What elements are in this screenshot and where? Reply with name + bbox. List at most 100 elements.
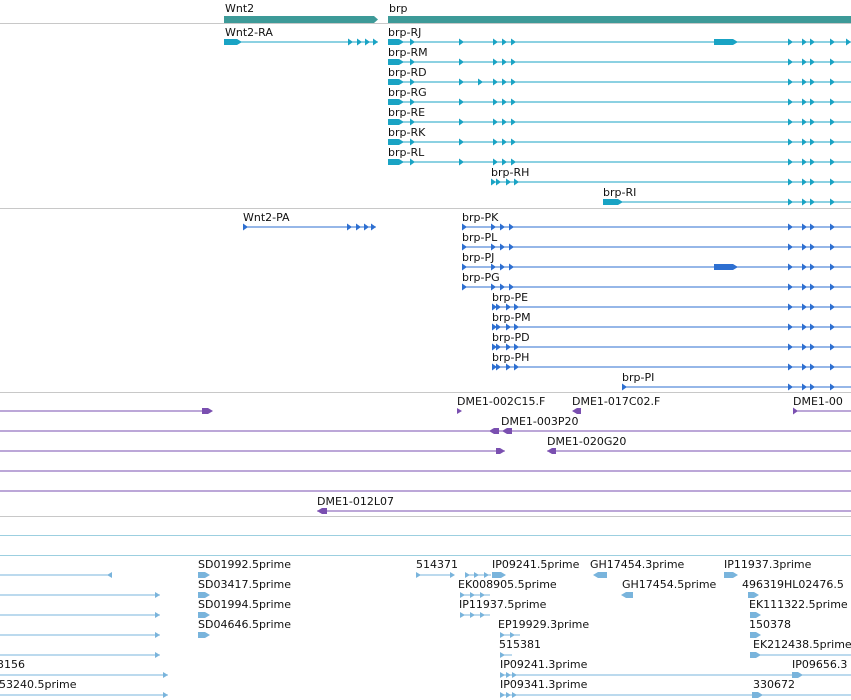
protein-label-wnt2-pa[interactable]: Wnt2-PA [243,211,290,224]
transcript-label[interactable]: brp-RE [388,106,425,119]
clone-label[interactable]: DME1-012L07 [317,495,394,508]
protein-label[interactable]: brp-PL [462,231,498,244]
transcript-label-wnt2-ra[interactable]: Wnt2-RA [225,26,273,39]
gene-label-wnt2[interactable]: Wnt2 [225,2,254,15]
exon-arrow [830,158,835,166]
gene-bar-wnt2[interactable] [224,16,378,23]
exon-block [198,592,210,598]
transcript-label[interactable]: brp-RK [388,126,426,139]
protein-label[interactable]: brp-PJ [462,251,494,264]
exon-arrow [500,692,505,698]
exon-arrow [459,138,464,146]
clone-label[interactable]: DME1-003P20 [501,415,579,428]
transcript-label[interactable]: brp-RD [388,66,427,79]
exon-arrow [802,323,807,331]
transcript-label-brp-rh[interactable]: brp-RH [491,166,529,179]
est-label[interactable]: EK212438.5prime [753,638,851,651]
exon-arrow [509,223,514,231]
protein-label[interactable]: brp-PI [622,371,654,384]
clone-label[interactable]: DME1-002C15.F [457,395,545,408]
est-label[interactable]: EK111322.5prime [749,598,848,611]
exon-arrow [830,363,835,371]
exon-arrow [506,692,511,698]
exon-arrow [830,303,835,311]
est-label[interactable]: IP09656.3 [792,658,847,671]
exon-arrow [506,363,511,371]
est-label[interactable]: 053240.5prime [0,678,77,691]
exon-arrow [155,632,160,638]
exon-arrow [830,283,835,291]
protein-label[interactable]: brp-PD [492,331,530,344]
est-label[interactable]: SD01994.5prime [198,598,291,611]
est-label[interactable]: SD01992.5prime [198,558,291,571]
exon-arrow [511,78,516,86]
exon-arrow [347,223,352,231]
exon-arrow [788,158,793,166]
est-label[interactable]: 3156 [0,658,25,671]
exon-arrow [509,283,514,291]
protein-label[interactable]: brp-PK [462,211,499,224]
transcript-label[interactable]: brp-RG [388,86,427,99]
exon-arrow [810,138,815,146]
protein-label[interactable]: brp-PM [492,311,531,324]
exon-arrow [493,58,498,66]
est-label[interactable]: 515381 [499,638,541,651]
exon-arrow [810,118,815,126]
est-label[interactable]: GH17454.3prime [590,558,685,571]
gene-bar-brp[interactable] [388,16,851,23]
exon-block [388,159,404,165]
exon-block [621,592,633,598]
est-label[interactable]: EK008905.5prime [458,578,557,591]
protein-label[interactable]: brp-PG [462,271,500,284]
protein-label[interactable]: brp-PH [492,351,529,364]
exon-arrow [810,383,815,391]
clone-label[interactable]: DME1-020G20 [547,435,626,448]
exon-arrow [788,283,793,291]
est-label[interactable]: IP11937.5prime [459,598,547,611]
protein-label[interactable]: brp-PE [492,291,528,304]
est-label[interactable]: EP19929.3prime [498,618,589,631]
est-label[interactable]: 514371 [416,558,458,571]
exon-arrow [830,223,835,231]
exon-arrow [788,58,793,66]
exon-arrow [459,98,464,106]
clone-label[interactable]: DME1-00 [793,395,843,408]
transcript-label-brp-ri[interactable]: brp-RI [603,186,636,199]
exon-arrow [830,263,835,271]
exon-arrow [371,223,376,231]
exon-arrow [802,343,807,351]
transcript-label[interactable]: brp-RJ [388,26,421,39]
exon-arrow [788,118,793,126]
exon-arrow [810,78,815,86]
est-label[interactable]: 330672 [753,678,795,691]
est-label[interactable]: 496319HL02476.5 [742,578,844,591]
transcript-label[interactable]: brp-RM [388,46,428,59]
est-label[interactable]: SD04646.5prime [198,618,291,631]
exon-arrow [830,58,835,66]
exon-arrow [830,78,835,86]
exon-block [496,448,505,454]
est-label[interactable]: GH17454.5prime [622,578,717,591]
est-label[interactable]: IP09341.3prime [500,678,588,691]
exon-arrow [493,158,498,166]
gene-label-brp[interactable]: brp [389,2,408,15]
exon-arrow [500,223,505,231]
exon-arrow [459,78,464,86]
transcript-label[interactable]: brp-RL [388,146,425,159]
exon-arrow [462,263,467,271]
exon-arrow [492,323,497,331]
exon-arrow [788,383,793,391]
exon-arrow [830,343,835,351]
exon-arrow [410,78,415,86]
exon-block [388,79,404,85]
est-label[interactable]: 150378 [749,618,791,631]
exon-block [750,632,761,638]
clone-label[interactable]: DME1-017C02.F [572,395,660,408]
exon-arrow [484,572,489,578]
exon-arrow [810,343,815,351]
est-label[interactable]: IP09241.5prime [492,558,580,571]
exon-arrow [506,178,511,186]
est-label[interactable]: IP11937.3prime [724,558,812,571]
est-label[interactable]: SD03417.5prime [198,578,291,591]
est-label[interactable]: IP09241.3prime [500,658,588,671]
